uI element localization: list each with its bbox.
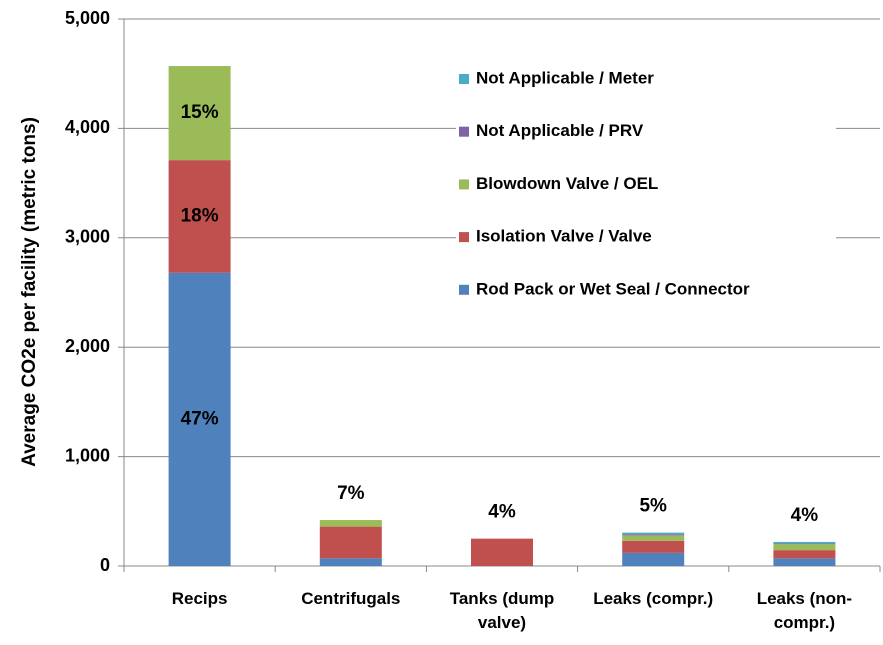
legend-swatch bbox=[459, 179, 469, 190]
legend-label: Isolation Valve / Valve bbox=[476, 227, 652, 246]
bar-segment bbox=[319, 520, 382, 527]
x-tick-label-line: Tanks (dump bbox=[450, 589, 555, 608]
bar-segment bbox=[319, 526, 382, 559]
x-tick-label: Leaks (non-compr.) bbox=[757, 589, 852, 632]
bar-segment bbox=[319, 558, 382, 566]
bar-segment bbox=[471, 538, 533, 566]
segment-label: 18% bbox=[181, 205, 219, 226]
bar-segment bbox=[168, 66, 231, 161]
bar-segment bbox=[773, 543, 836, 545]
bar-segment bbox=[622, 535, 685, 541]
legend-label: Rod Pack or Wet Seal / Connector bbox=[476, 279, 750, 298]
x-tick-label-line: valve) bbox=[478, 613, 526, 632]
segment-label: 47% bbox=[181, 408, 219, 429]
bar-segment bbox=[622, 540, 685, 553]
y-tick-label: 4,000 bbox=[65, 117, 110, 137]
legend-label: Blowdown Valve / OEL bbox=[476, 174, 658, 193]
total-label: 4% bbox=[791, 505, 819, 526]
bar-segment bbox=[773, 544, 836, 551]
total-label: 4% bbox=[488, 502, 516, 523]
bar-segment bbox=[622, 534, 685, 536]
legend-label: Not Applicable / PRV bbox=[476, 121, 644, 140]
x-tick-label: Leaks (compr.) bbox=[593, 589, 713, 608]
y-tick-label: 0 bbox=[100, 555, 110, 575]
bar-segment bbox=[622, 552, 685, 566]
legend-swatch bbox=[459, 284, 469, 295]
y-tick-label: 2,000 bbox=[65, 336, 110, 356]
legend-swatch bbox=[459, 232, 469, 243]
segment-label: 15% bbox=[181, 102, 219, 123]
legend-label: Not Applicable / Meter bbox=[476, 68, 654, 87]
x-tick-label-line: Leaks (compr.) bbox=[593, 589, 713, 608]
bar-segment bbox=[773, 558, 836, 566]
legend-swatch bbox=[459, 126, 469, 137]
bar-segment bbox=[168, 160, 231, 273]
y-tick-label: 1,000 bbox=[65, 445, 110, 465]
x-tick-label: Tanks (dump valve) bbox=[450, 589, 555, 632]
bar-segment bbox=[773, 541, 836, 544]
y-tick-label: 5,000 bbox=[65, 8, 110, 28]
total-label: 5% bbox=[639, 496, 667, 517]
x-tick-label-line: Recips bbox=[172, 589, 228, 608]
bar-segment bbox=[773, 550, 836, 559]
legend-box bbox=[456, 58, 836, 322]
total-label: 7% bbox=[337, 483, 365, 504]
x-tick-label: Centrifugals bbox=[301, 589, 400, 608]
bar-segment bbox=[168, 272, 231, 566]
x-tick-label-line: Centrifugals bbox=[301, 589, 400, 608]
legend-swatch bbox=[459, 74, 469, 84]
x-tick-label-line: Leaks (non- bbox=[757, 589, 852, 608]
y-tick-label: 3,000 bbox=[65, 227, 110, 247]
bar-segment bbox=[622, 532, 685, 535]
y-axis-title: Average CO2e per facility (metric tons) bbox=[19, 117, 40, 467]
x-tick-label: Recips bbox=[172, 589, 228, 608]
x-tick-label-line: compr.) bbox=[774, 613, 835, 632]
